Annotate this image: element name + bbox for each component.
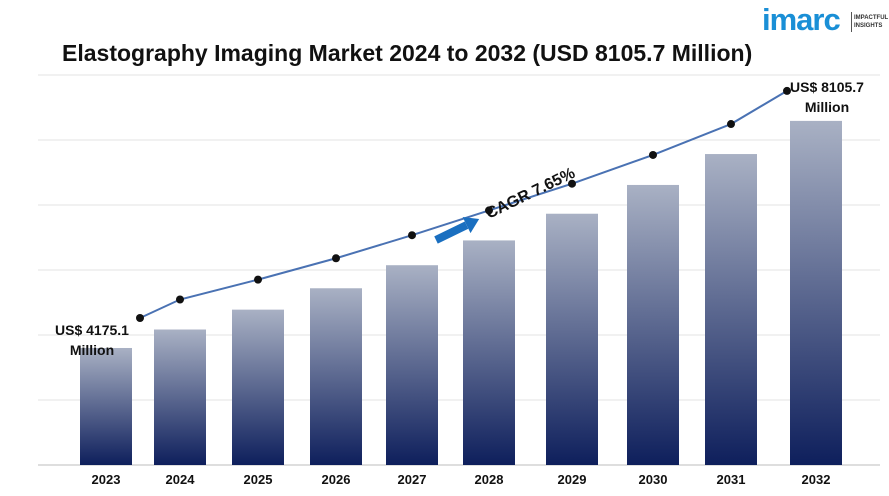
logo-tagline-line1: IMPACTFUL [854, 15, 889, 21]
last-value-label-line2: Million [805, 99, 849, 115]
x-tick-2030: 2030 [639, 472, 668, 487]
logo-wordmark: imarc [762, 2, 841, 37]
bar-2031 [705, 154, 757, 466]
bars [80, 120, 842, 466]
logo-tagline-line2: INSIGHTS [854, 23, 883, 29]
trend-point-2032 [783, 86, 791, 95]
trend-point-2028 [485, 206, 493, 215]
trend-point-2024 [176, 295, 184, 304]
trend-point-2026 [332, 254, 340, 263]
x-tick-2031: 2031 [717, 472, 746, 487]
bar-2024 [154, 329, 206, 465]
first-value-label-line2: Million [70, 342, 114, 358]
bar-2026 [310, 288, 362, 465]
bar-2027 [386, 265, 438, 465]
bar-2023 [80, 347, 132, 465]
trend-polyline [139, 90, 788, 319]
logo-tagline: IMPACTFUL INSIGHTS [854, 14, 888, 30]
bar-2032 [790, 120, 842, 466]
trend-point-2030 [649, 150, 657, 159]
x-tick-2024: 2024 [166, 472, 196, 487]
trend-point-2031 [727, 120, 735, 129]
bar-2030 [627, 184, 679, 465]
logo-divider [851, 12, 852, 32]
trend-line [136, 86, 791, 322]
first-value-label-line1: US$ 4175.1 [55, 322, 129, 338]
x-tick-2027: 2027 [398, 472, 427, 487]
bar-2028 [463, 240, 515, 465]
trend-point-2027 [408, 231, 416, 240]
x-tick-2023: 2023 [92, 472, 121, 487]
last-value-label-line1: US$ 8105.7 [790, 79, 864, 95]
cagr-arrow-icon [434, 217, 480, 244]
bar-2029 [546, 213, 598, 465]
x-tick-2029: 2029 [558, 472, 587, 487]
trend-point-2023 [136, 313, 144, 322]
bar-2025 [232, 309, 284, 465]
x-tick-2028: 2028 [475, 472, 504, 487]
imarc-logo: imarc IMPACTFUL INSIGHTS [762, 2, 888, 37]
trend-point-2029 [568, 179, 576, 188]
x-axis-ticks: 2023 2024 2025 2026 2027 2028 2029 2030 2031 2032 [92, 472, 831, 487]
x-tick-2026: 2026 [322, 472, 351, 487]
x-tick-2025: 2025 [244, 472, 273, 487]
trend-point-2025 [254, 275, 262, 284]
chart-title: Elastography Imaging Market 2024 to 2032… [62, 40, 753, 66]
x-tick-2032: 2032 [802, 472, 831, 487]
